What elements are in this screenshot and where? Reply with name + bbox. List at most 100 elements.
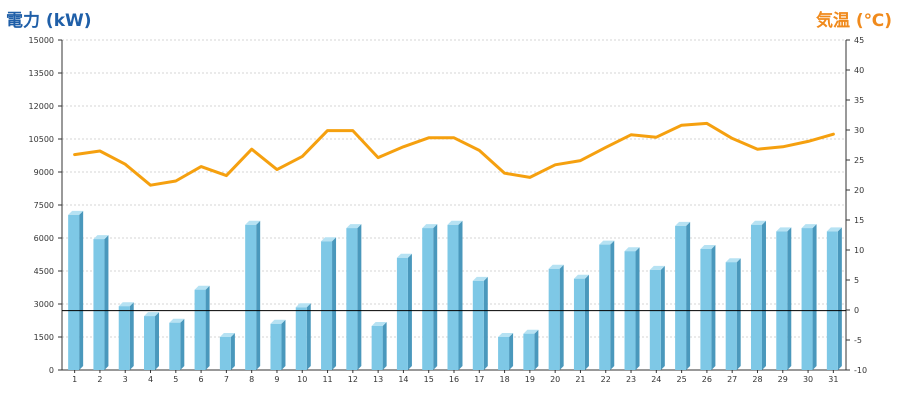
bar-side (357, 224, 362, 370)
bar-side (559, 264, 564, 370)
bar-side (736, 258, 741, 370)
bar-top (447, 220, 463, 225)
bar-side (306, 303, 311, 370)
left-axis-title: 電力 (kW) (6, 11, 92, 31)
x-tick-label: 6 (199, 375, 204, 384)
bar (447, 224, 459, 370)
bar-top (270, 319, 286, 324)
bar-side (180, 318, 185, 370)
right-tick-label: -10 (854, 366, 867, 375)
bar-top (422, 224, 438, 229)
bar-top (219, 333, 235, 337)
right-axis-title: 気温 (℃) (815, 11, 892, 31)
bar-top (624, 247, 640, 252)
bar (776, 231, 788, 370)
bar (523, 333, 535, 370)
left-tick-label: 12000 (29, 102, 54, 111)
x-tick-label: 30 (803, 375, 813, 384)
right-tick-label: 35 (854, 96, 864, 105)
bar-side (483, 276, 488, 370)
bar (194, 289, 206, 370)
bar-side (787, 227, 792, 370)
temperature-line (73, 121, 835, 187)
bar (498, 337, 510, 370)
x-tick-label: 14 (398, 375, 408, 384)
bar-side (129, 302, 134, 370)
bar (219, 337, 231, 370)
bar (675, 225, 687, 370)
x-tick-label: 7 (224, 375, 229, 384)
bar-side (79, 210, 84, 370)
bar (396, 257, 408, 370)
bar (270, 323, 282, 370)
bar-top (144, 312, 160, 317)
bar-side (761, 220, 766, 370)
bar-side (660, 265, 665, 370)
bar-side (584, 274, 589, 370)
bar-top (371, 322, 387, 326)
bar (93, 239, 105, 370)
bar-side (256, 220, 261, 370)
x-tick-label: 8 (249, 375, 254, 384)
bar-top (295, 303, 311, 308)
bar (725, 262, 737, 370)
x-tick-label: 27 (727, 375, 737, 384)
right-tick-label: 20 (854, 186, 864, 195)
bar-side (155, 312, 160, 370)
bar-top (194, 285, 210, 290)
left-tick-label: 13500 (29, 69, 54, 78)
bar-side (686, 221, 691, 370)
bar (599, 244, 611, 370)
x-tick-label: 31 (828, 375, 838, 384)
bar-side (382, 322, 387, 370)
x-tick-label: 5 (173, 375, 178, 384)
bar (649, 269, 661, 370)
bar-top (826, 227, 842, 232)
bar-top (801, 224, 817, 229)
left-tick-label: 9000 (34, 168, 54, 177)
bar-top (548, 264, 564, 269)
bar (750, 224, 762, 370)
x-tick-label: 25 (677, 375, 687, 384)
left-tick-label: 4500 (34, 267, 54, 276)
bar (700, 249, 712, 370)
left-tick-label: 6000 (34, 234, 54, 243)
bar-side (812, 224, 817, 370)
bar (144, 316, 156, 370)
right-tick-label: -5 (854, 336, 862, 345)
bar (169, 322, 181, 370)
bar-top (599, 240, 615, 245)
bar (68, 214, 80, 370)
bar (371, 326, 383, 370)
bar (801, 228, 813, 370)
bar-top (321, 237, 337, 242)
bar (245, 224, 257, 370)
bar-top (396, 253, 412, 258)
bar-side (458, 220, 463, 370)
left-tick-label: 1500 (34, 333, 54, 342)
x-tick-label: 1 (72, 375, 77, 384)
x-tick-label: 13 (373, 375, 383, 384)
bar (573, 278, 585, 370)
bar-side (332, 237, 337, 370)
right-tick-label: 5 (854, 276, 859, 285)
bar-top (725, 258, 741, 263)
bar-side (407, 253, 412, 370)
left-tick-label: 3000 (34, 300, 54, 309)
x-tick-label: 26 (702, 375, 712, 384)
bar (321, 241, 333, 370)
bar-side (837, 227, 842, 370)
x-tick-label: 4 (148, 375, 153, 384)
x-tick-label: 12 (348, 375, 358, 384)
bar-side (281, 319, 286, 370)
x-tick-label: 17 (474, 375, 484, 384)
x-tick-label: 19 (525, 375, 535, 384)
right-tick-label: 45 (854, 36, 864, 45)
bar-top (523, 329, 539, 334)
bar-top (649, 265, 665, 270)
bar (422, 228, 434, 370)
bar (472, 280, 484, 370)
bar (295, 307, 307, 370)
bar-top (245, 220, 261, 225)
right-tick-label: 15 (854, 216, 864, 225)
